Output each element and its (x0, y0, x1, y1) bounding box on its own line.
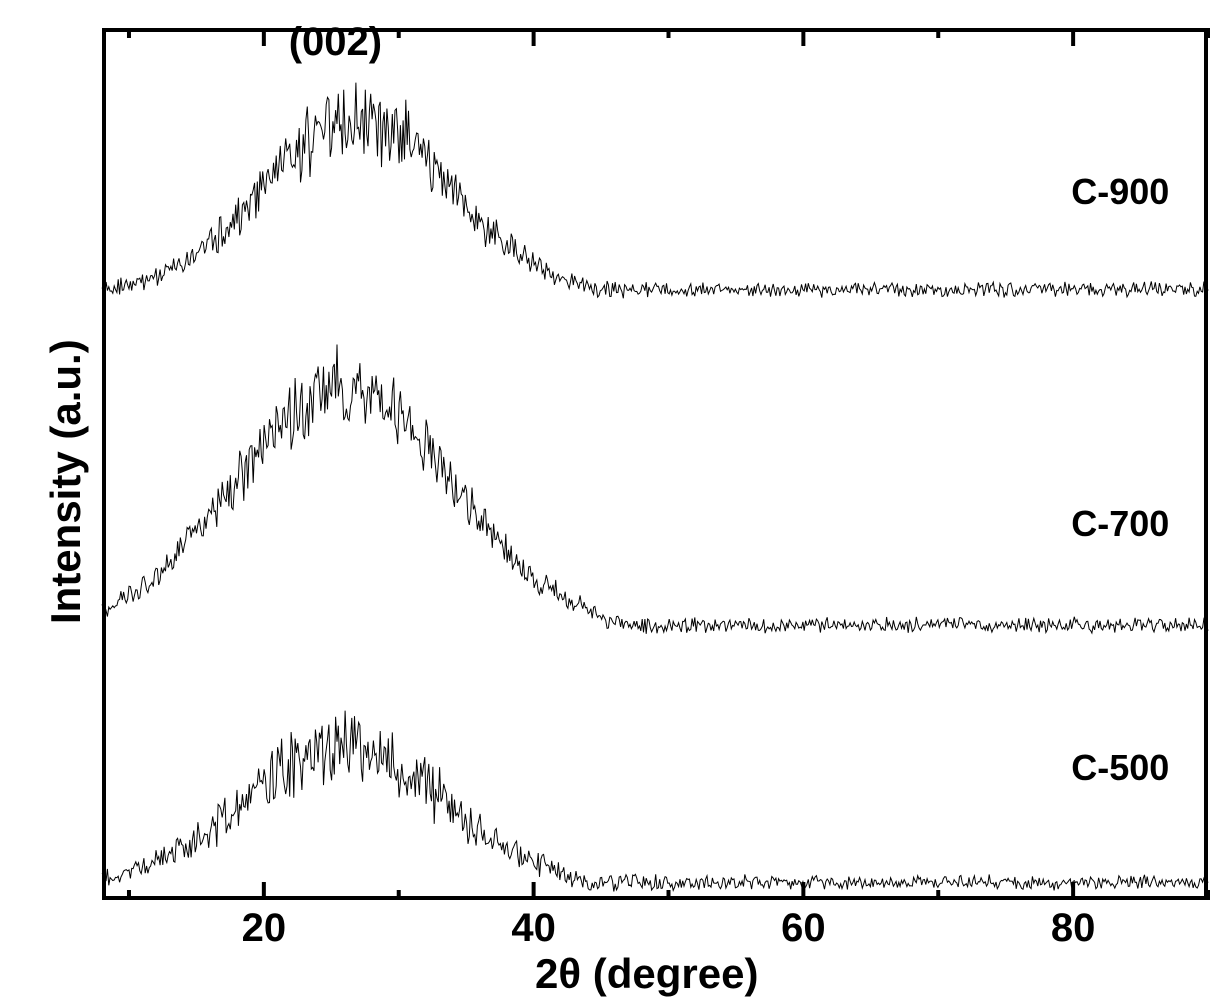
xrd-series-C-900 (102, 83, 1208, 299)
xrd-figure: Intensity (a.u.) 2θ (degree) (002) C-500… (0, 0, 1228, 1002)
x-tick-label: 40 (511, 906, 556, 951)
peak-annotation-002: (002) (289, 20, 382, 65)
x-axis-label: 2θ (degree) (535, 950, 758, 998)
xrd-series-C-500 (102, 711, 1208, 892)
x-tick-label: 20 (242, 906, 287, 951)
xrd-series-C-700 (102, 345, 1208, 634)
y-axis-label: Intensity (a.u.) (42, 339, 90, 624)
series-label-c500: C-500 (1071, 747, 1169, 789)
x-tick-label: 60 (781, 906, 826, 951)
plot-svg (0, 0, 1228, 1002)
series-label-c700: C-700 (1071, 503, 1169, 545)
series-label-c900: C-900 (1071, 171, 1169, 213)
x-tick-label: 80 (1051, 906, 1096, 951)
